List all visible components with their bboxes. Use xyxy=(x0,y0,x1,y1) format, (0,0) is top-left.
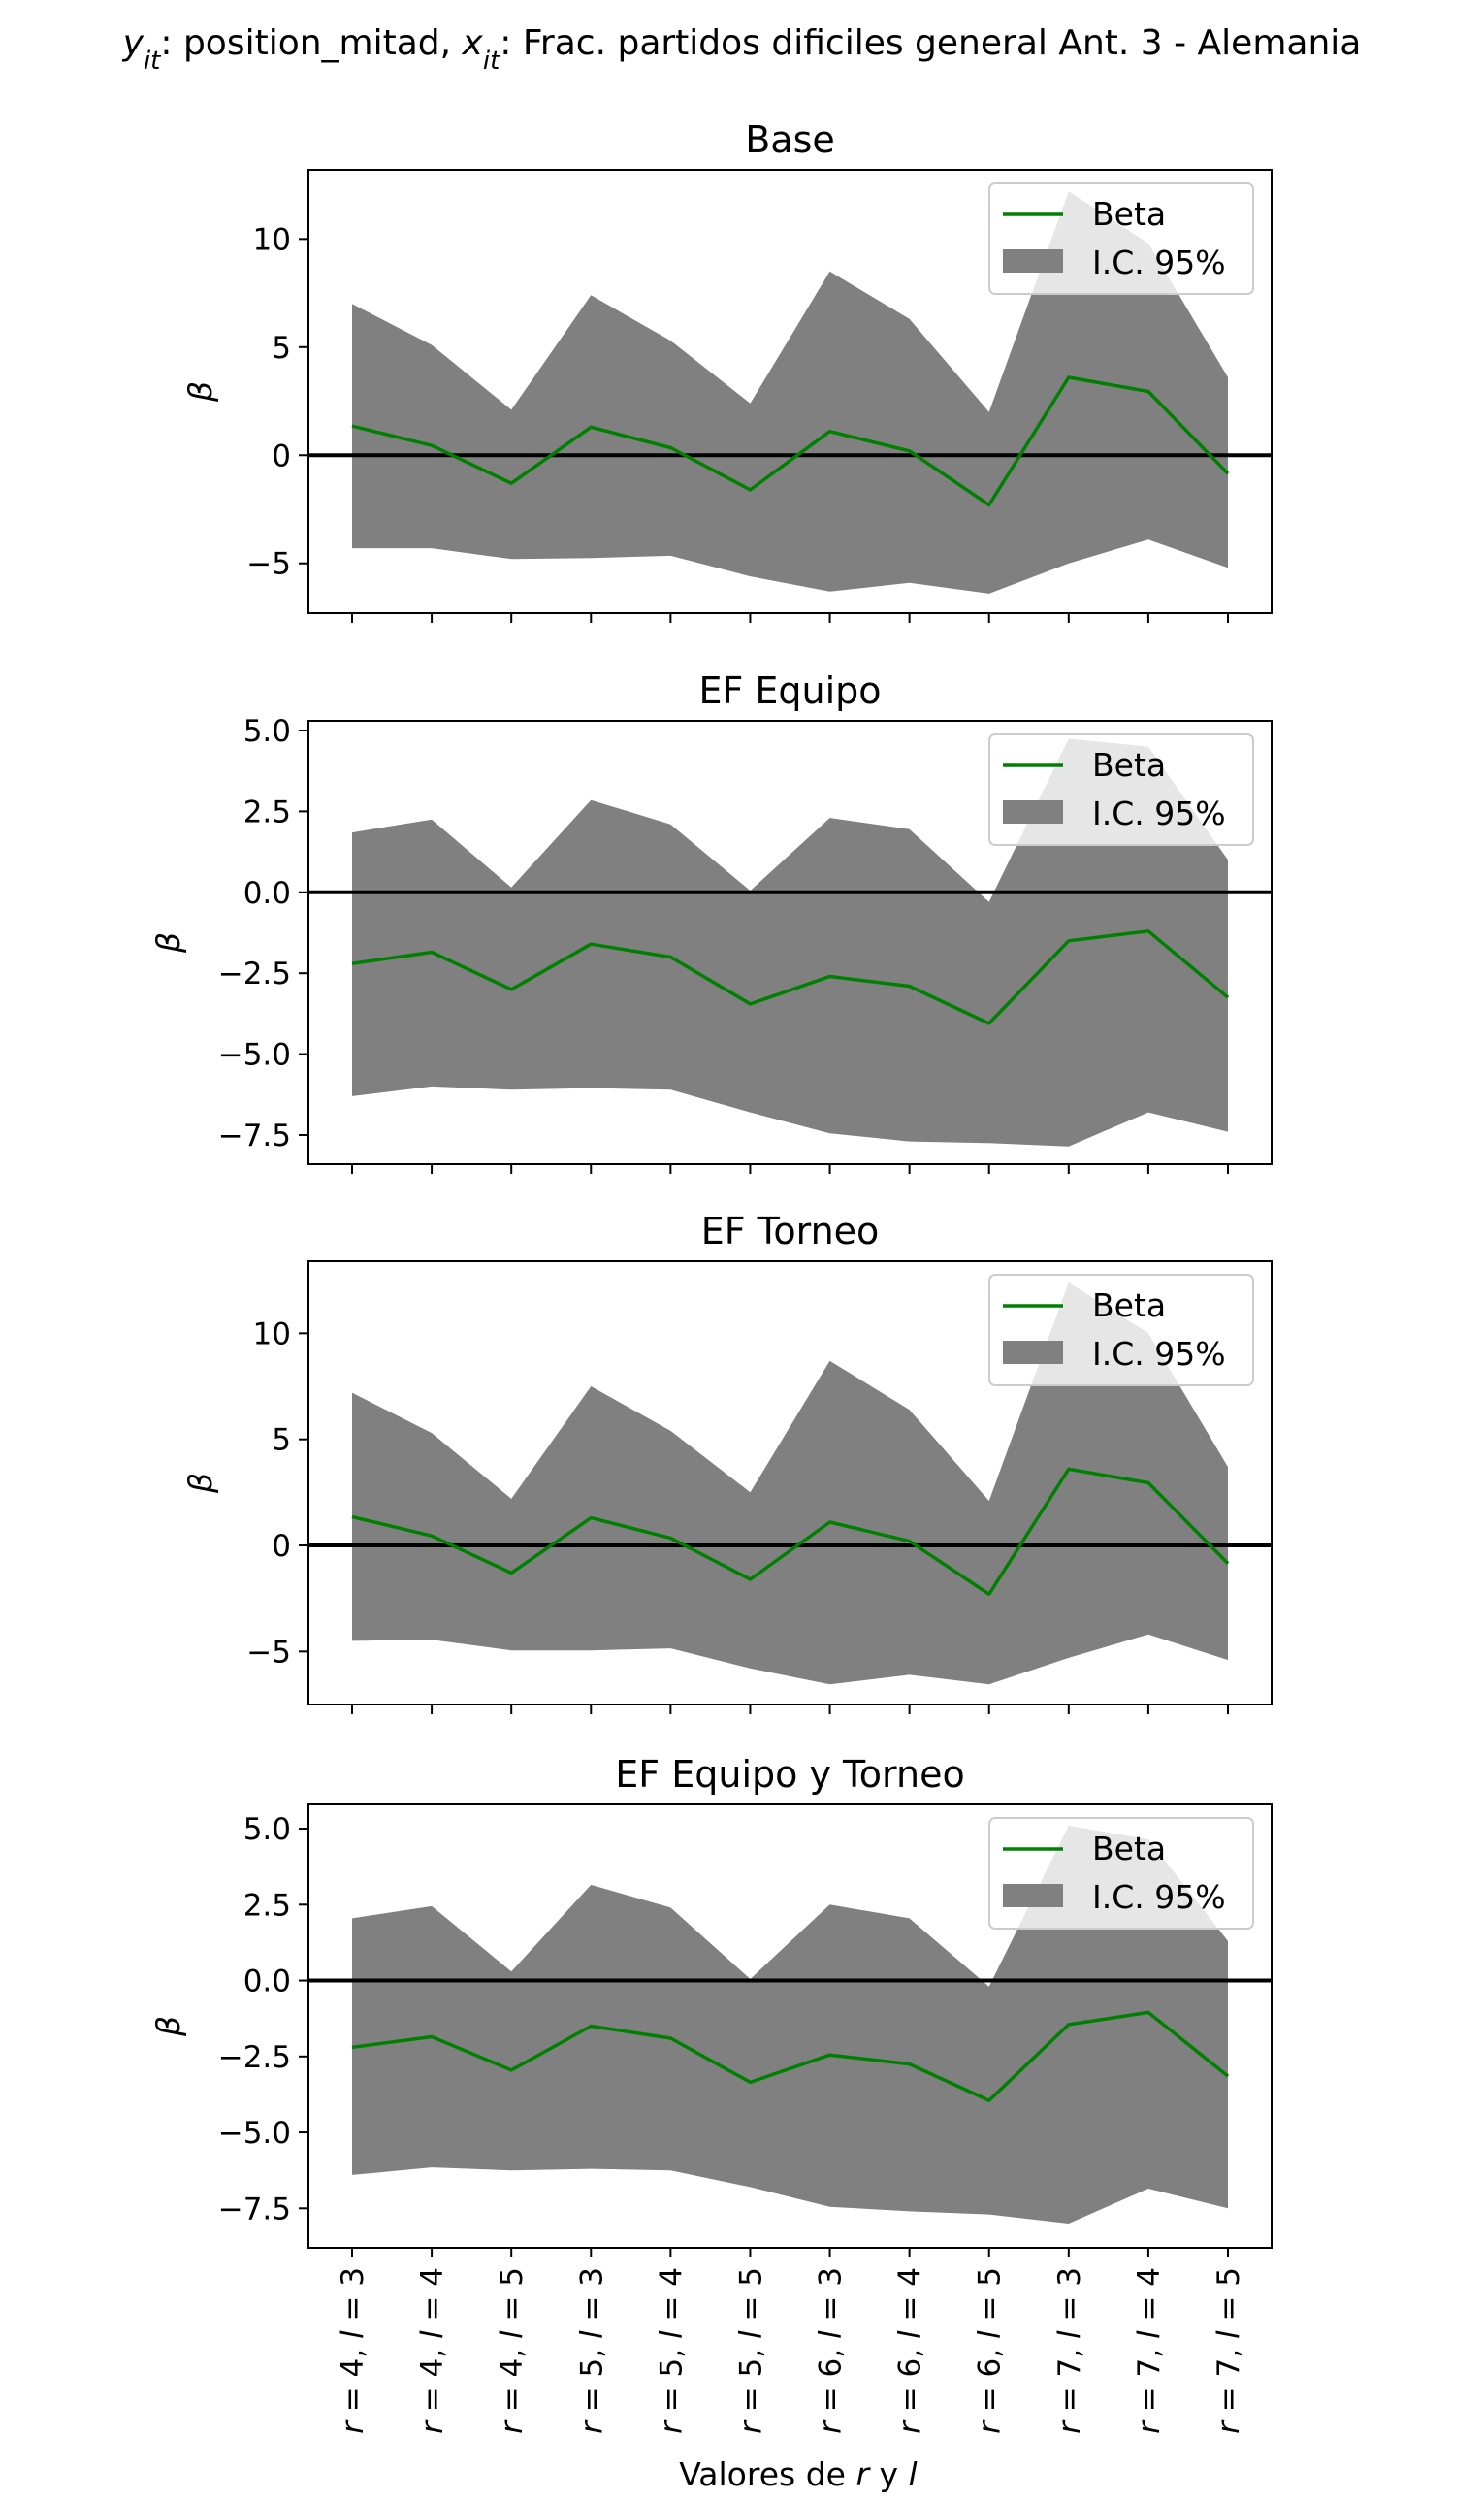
subplot-1: −5 0 5 10 Base β Beta I.C. 95% xyxy=(181,118,1273,623)
x-tick-label: r = 4, l = 4 xyxy=(415,2267,450,2434)
y-tick-label: 0.0 xyxy=(243,1964,291,1999)
legend-beta-label: Beta xyxy=(1092,1830,1166,1867)
y-tick-label: −5.0 xyxy=(218,1038,291,1073)
y-tick-label: 2.5 xyxy=(243,795,291,829)
y-tick-label: −5.0 xyxy=(218,2116,291,2151)
x-tick-label: r = 4, l = 3 xyxy=(336,2267,371,2434)
x-tick-label: r = 7, l = 3 xyxy=(1052,2267,1087,2434)
legend: Beta I.C. 95% xyxy=(988,1274,1254,1386)
legend: Beta I.C. 95% xyxy=(988,733,1254,846)
legend-beta-label: Beta xyxy=(1092,195,1166,233)
y-axis-label: β xyxy=(149,2016,187,2037)
y-axis-label: β xyxy=(181,1473,219,1494)
axes-frame xyxy=(307,720,1273,1165)
x-tick-label: r = 6, l = 5 xyxy=(973,2267,1008,2434)
y-tick-label: −5 xyxy=(246,1635,291,1670)
y-tick-label: 10 xyxy=(253,1316,291,1351)
y-tick-label: 0.0 xyxy=(243,876,291,911)
legend-ci-swatch xyxy=(1003,1341,1063,1364)
y-axis-label: β xyxy=(149,932,187,954)
axes-frame xyxy=(307,169,1273,614)
y-tick-label: −7.5 xyxy=(218,1119,291,1153)
beta-line xyxy=(351,929,1230,1025)
beta-line xyxy=(351,1467,1230,1597)
subplot-title: Base xyxy=(745,118,835,161)
subplot-title: EF Equipo xyxy=(698,669,881,712)
subplot-title: EF Torneo xyxy=(701,1210,880,1252)
y-tick-label: 5 xyxy=(272,331,291,366)
x-tick-label: r = 7, l = 4 xyxy=(1132,2267,1167,2434)
legend-ci-label: I.C. 95% xyxy=(1092,795,1226,832)
x-tick-label: r = 7, l = 5 xyxy=(1211,2267,1246,2434)
x-tick-labels: r = 4, l = 3 r = 4, l = 4 r = 4, l = 5 r = … xyxy=(336,2267,1246,2434)
y-tick-label: −7.5 xyxy=(218,2192,291,2226)
subplot-2: −7.5 −5.0 −2.5 0.0 2.5 5.0 EF Equipo β Beta I.C. … xyxy=(149,669,1273,1174)
ci-band xyxy=(352,1282,1228,1685)
y-tick-label: 5.0 xyxy=(243,1812,291,1847)
legend: Beta I.C. 95% xyxy=(988,1817,1254,1930)
y-tick-label: 2.5 xyxy=(243,1888,291,1923)
y-tick-label: 0 xyxy=(272,1529,291,1564)
y-tick-label: 0 xyxy=(272,438,291,473)
legend-ci-swatch xyxy=(1003,800,1063,824)
beta-line xyxy=(351,2010,1230,2102)
legend-ci-swatch xyxy=(1003,249,1063,273)
axes-frame xyxy=(307,1803,1273,2249)
axes-frame xyxy=(307,1260,1273,1705)
legend-beta-label: Beta xyxy=(1092,1286,1166,1324)
legend-beta-label: Beta xyxy=(1092,746,1166,784)
y-tick-label: 10 xyxy=(253,222,291,257)
subplot-title: EF Equipo y Torneo xyxy=(615,1753,964,1796)
ci-band xyxy=(352,191,1228,594)
y-tick-label: 5 xyxy=(272,1423,291,1458)
x-tick-label: r = 6, l = 4 xyxy=(893,2267,928,2434)
legend-ci-label: I.C. 95% xyxy=(1092,244,1226,281)
x-tick-label: r = 5, l = 3 xyxy=(574,2267,609,2434)
y-tick-label: 5.0 xyxy=(243,714,291,749)
x-axis-label: Valores de r y l xyxy=(679,2455,917,2493)
legend-ci-label: I.C. 95% xyxy=(1092,1878,1226,1916)
legend-ci-label: I.C. 95% xyxy=(1092,1335,1226,1373)
x-tick-label: r = 5, l = 4 xyxy=(654,2267,689,2434)
x-tick-label: r = 5, l = 5 xyxy=(733,2267,768,2434)
ci-band xyxy=(352,738,1228,1147)
subplots: −5 0 5 10 Base β Beta I.C. 95% −7.5 −5.0 −2.5 0.0 2.… xyxy=(149,118,1273,2257)
subplot-3: −5 0 5 10 EF Torneo β Beta I.C. 95% xyxy=(181,1210,1273,1714)
x-tick-label: r = 4, l = 5 xyxy=(495,2267,530,2434)
y-tick-label: −5 xyxy=(246,547,291,582)
y-tick-label: −2.5 xyxy=(218,957,291,991)
beta-line xyxy=(351,375,1230,507)
legend-ci-swatch xyxy=(1003,1884,1063,1907)
y-axis-label: β xyxy=(181,381,219,403)
subplot-4: −7.5 −5.0 −2.5 0.0 2.5 5.0 EF Equipo y Torneo β… xyxy=(149,1753,1273,2257)
figure-suptitle: yit: position_mitad, xit: Frac. partidos… xyxy=(122,23,1362,76)
x-tick-label: r = 6, l = 3 xyxy=(814,2267,849,2434)
legend: Beta I.C. 95% xyxy=(988,182,1254,295)
y-tick-label: −2.5 xyxy=(218,2040,291,2075)
ci-band xyxy=(352,1825,1228,2224)
